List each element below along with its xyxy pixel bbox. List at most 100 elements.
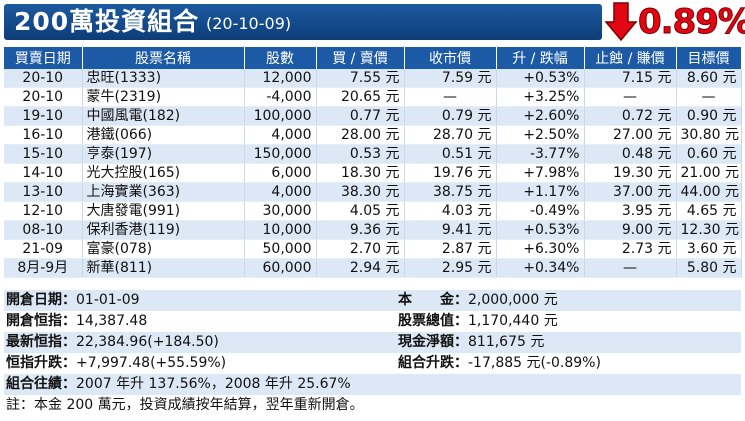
- stock-name: 富豪(078): [82, 239, 245, 259]
- close-price: 19.76 元: [404, 163, 497, 183]
- stop-price: 0.72 元: [584, 106, 677, 126]
- table-row: 08-10 保利香港(119) 10,000 9.36 元 9.41 元 +0.53% 9.…: [4, 220, 742, 240]
- shares: 30,000: [244, 201, 317, 221]
- trade-price: 38.30 元: [316, 182, 405, 202]
- stock-name: 中國風電(182): [82, 106, 245, 126]
- summary-row: 註：本金 200 萬元，投資成績按年結算，翌年重新開倉。: [4, 395, 741, 416]
- trade-price: 0.53 元: [316, 144, 405, 164]
- trade-price: 4.05 元: [316, 201, 405, 221]
- column-header: 止蝕 / 賺價: [584, 47, 677, 69]
- stop-price: 19.30 元: [584, 163, 677, 183]
- shares: 50,000: [244, 239, 317, 259]
- stock-name: 光大控股(165): [82, 163, 245, 183]
- table-row: 13-10 上海實業(363) 4,000 38.30 元 38.75 元 +1.17% 3…: [4, 182, 742, 202]
- trade-date: 20-10: [4, 87, 83, 107]
- close-price: 4.03 元: [404, 201, 497, 221]
- summary-label: 現金淨額：: [398, 334, 468, 350]
- stock-name: 大唐發電(991): [82, 201, 245, 221]
- trade-date: 15-10: [4, 144, 83, 164]
- summary-label: 組合往績：: [6, 376, 76, 392]
- target-price: 4.65 元: [676, 201, 742, 221]
- close-price: 0.51 元: [404, 144, 497, 164]
- shares: -4,000: [244, 87, 317, 107]
- index-change: +7,997.48(+55.59%): [76, 355, 227, 371]
- page-title: 200萬投資組合: [14, 7, 200, 36]
- shares: 100,000: [244, 106, 317, 126]
- shares: 6,000: [244, 163, 317, 183]
- shares: 150,000: [244, 144, 317, 164]
- summary-label: 股票總值：: [398, 313, 468, 329]
- trade-date: 13-10: [4, 182, 83, 202]
- stock-value: 1,170,440 元: [468, 313, 558, 329]
- close-price: —: [404, 87, 497, 107]
- column-header: 股票名稱: [82, 47, 245, 69]
- shares: 12,000: [244, 69, 317, 88]
- table-row: 15-10 亨泰(197) 150,000 0.53 元 0.51 元 -3.77% 0.4…: [4, 144, 742, 164]
- target-price: 12.30 元: [676, 220, 742, 240]
- column-header: 買賣日期: [4, 47, 83, 69]
- change-pct: +0.34%: [496, 258, 585, 278]
- target-price: 5.80 元: [676, 258, 742, 278]
- stock-name: 蒙牛(2319): [82, 87, 245, 107]
- trade-date: 08-10: [4, 220, 83, 240]
- trade-date: 21-09: [4, 239, 83, 259]
- trade-date: 19-10: [4, 106, 83, 126]
- footnote: 註：本金 200 萬元，投資成績按年結算，翌年重新開倉。: [6, 397, 364, 413]
- trade-date: 20-10: [4, 69, 83, 88]
- column-header: 買 / 賣價: [316, 47, 405, 69]
- record: 2007 年升 137.56%，2008 年升 25.67%: [76, 376, 351, 392]
- stock-name: 亨泰(197): [82, 144, 245, 164]
- table-row: 21-09 富豪(078) 50,000 2.70 元 2.87 元 +6.30% 2.73…: [4, 239, 742, 259]
- trade-price: 2.70 元: [316, 239, 405, 259]
- change-pct: +2.60%: [496, 106, 585, 126]
- change-pct: -0.49%: [496, 201, 585, 221]
- summary-row: 開倉日期：01-01-09 本 金：2,000,000 元: [4, 290, 741, 311]
- trade-price: 2.94 元: [316, 258, 405, 278]
- change-pct: -3.77%: [496, 144, 585, 164]
- table-row: 14-10 光大控股(165) 6,000 18.30 元 19.76 元 +7.98% 1…: [4, 163, 742, 183]
- target-price: —: [676, 87, 742, 107]
- performance-badge: 0.89%: [604, 2, 745, 43]
- table-row: 20-10 忠旺(1333) 12,000 7.55 元 7.59 元 +0.53% 7.1…: [4, 69, 742, 88]
- header: 200萬投資組合 (20-10-09) 0.89%: [0, 0, 745, 44]
- shares: 4,000: [244, 182, 317, 202]
- trade-date: 14-10: [4, 163, 83, 183]
- arrow-down-icon: [604, 2, 638, 42]
- column-header: 升 / 跌幅: [496, 47, 585, 69]
- table-row: 20-10 蒙牛(2319) -4,000 20.65 元 — +3.25% — —: [4, 87, 742, 107]
- stock-name: 忠旺(1333): [82, 69, 245, 88]
- close-price: 28.70 元: [404, 125, 497, 145]
- trade-date: 16-10: [4, 125, 83, 145]
- close-price: 9.41 元: [404, 220, 497, 240]
- table-row: 12-10 大唐發電(991) 30,000 4.05 元 4.03 元 -0.49% 3.…: [4, 201, 742, 221]
- summary-label: 組合升跌：: [398, 355, 468, 371]
- change-pct: +0.53%: [496, 69, 585, 88]
- capital: 2,000,000 元: [468, 292, 558, 308]
- trade-price: 20.65 元: [316, 87, 405, 107]
- change-pct: +1.17%: [496, 182, 585, 202]
- close-price: 2.95 元: [404, 258, 497, 278]
- summary-row: 恒指升跌：+7,997.48(+55.59%) 組合升跌：-17,885 元(-…: [4, 353, 741, 374]
- stock-name: 港鐵(066): [82, 125, 245, 145]
- shares: 10,000: [244, 220, 317, 240]
- stop-price: 2.73 元: [584, 239, 677, 259]
- target-price: 44.00 元: [676, 182, 742, 202]
- portfolio-change: -17,885 元(-0.89%): [468, 355, 601, 371]
- target-price: 30.80 元: [676, 125, 742, 145]
- stop-price: —: [584, 258, 677, 278]
- target-price: 21.00 元: [676, 163, 742, 183]
- trade-date: 8月-9月: [4, 258, 83, 278]
- open-date: 01-01-09: [76, 292, 140, 308]
- change-pct: +6.30%: [496, 239, 585, 259]
- stop-price: 37.00 元: [584, 182, 677, 202]
- stock-name: 保利香港(119): [82, 220, 245, 240]
- trade-price: 18.30 元: [316, 163, 405, 183]
- summary-label: 開倉日期：: [6, 292, 76, 308]
- latest-index: 22,384.96(+184.50): [76, 334, 219, 350]
- trade-price: 28.00 元: [316, 125, 405, 145]
- performance-value: 0.89%: [638, 2, 745, 43]
- change-pct: +2.50%: [496, 125, 585, 145]
- close-price: 38.75 元: [404, 182, 497, 202]
- stock-name: 上海實業(363): [82, 182, 245, 202]
